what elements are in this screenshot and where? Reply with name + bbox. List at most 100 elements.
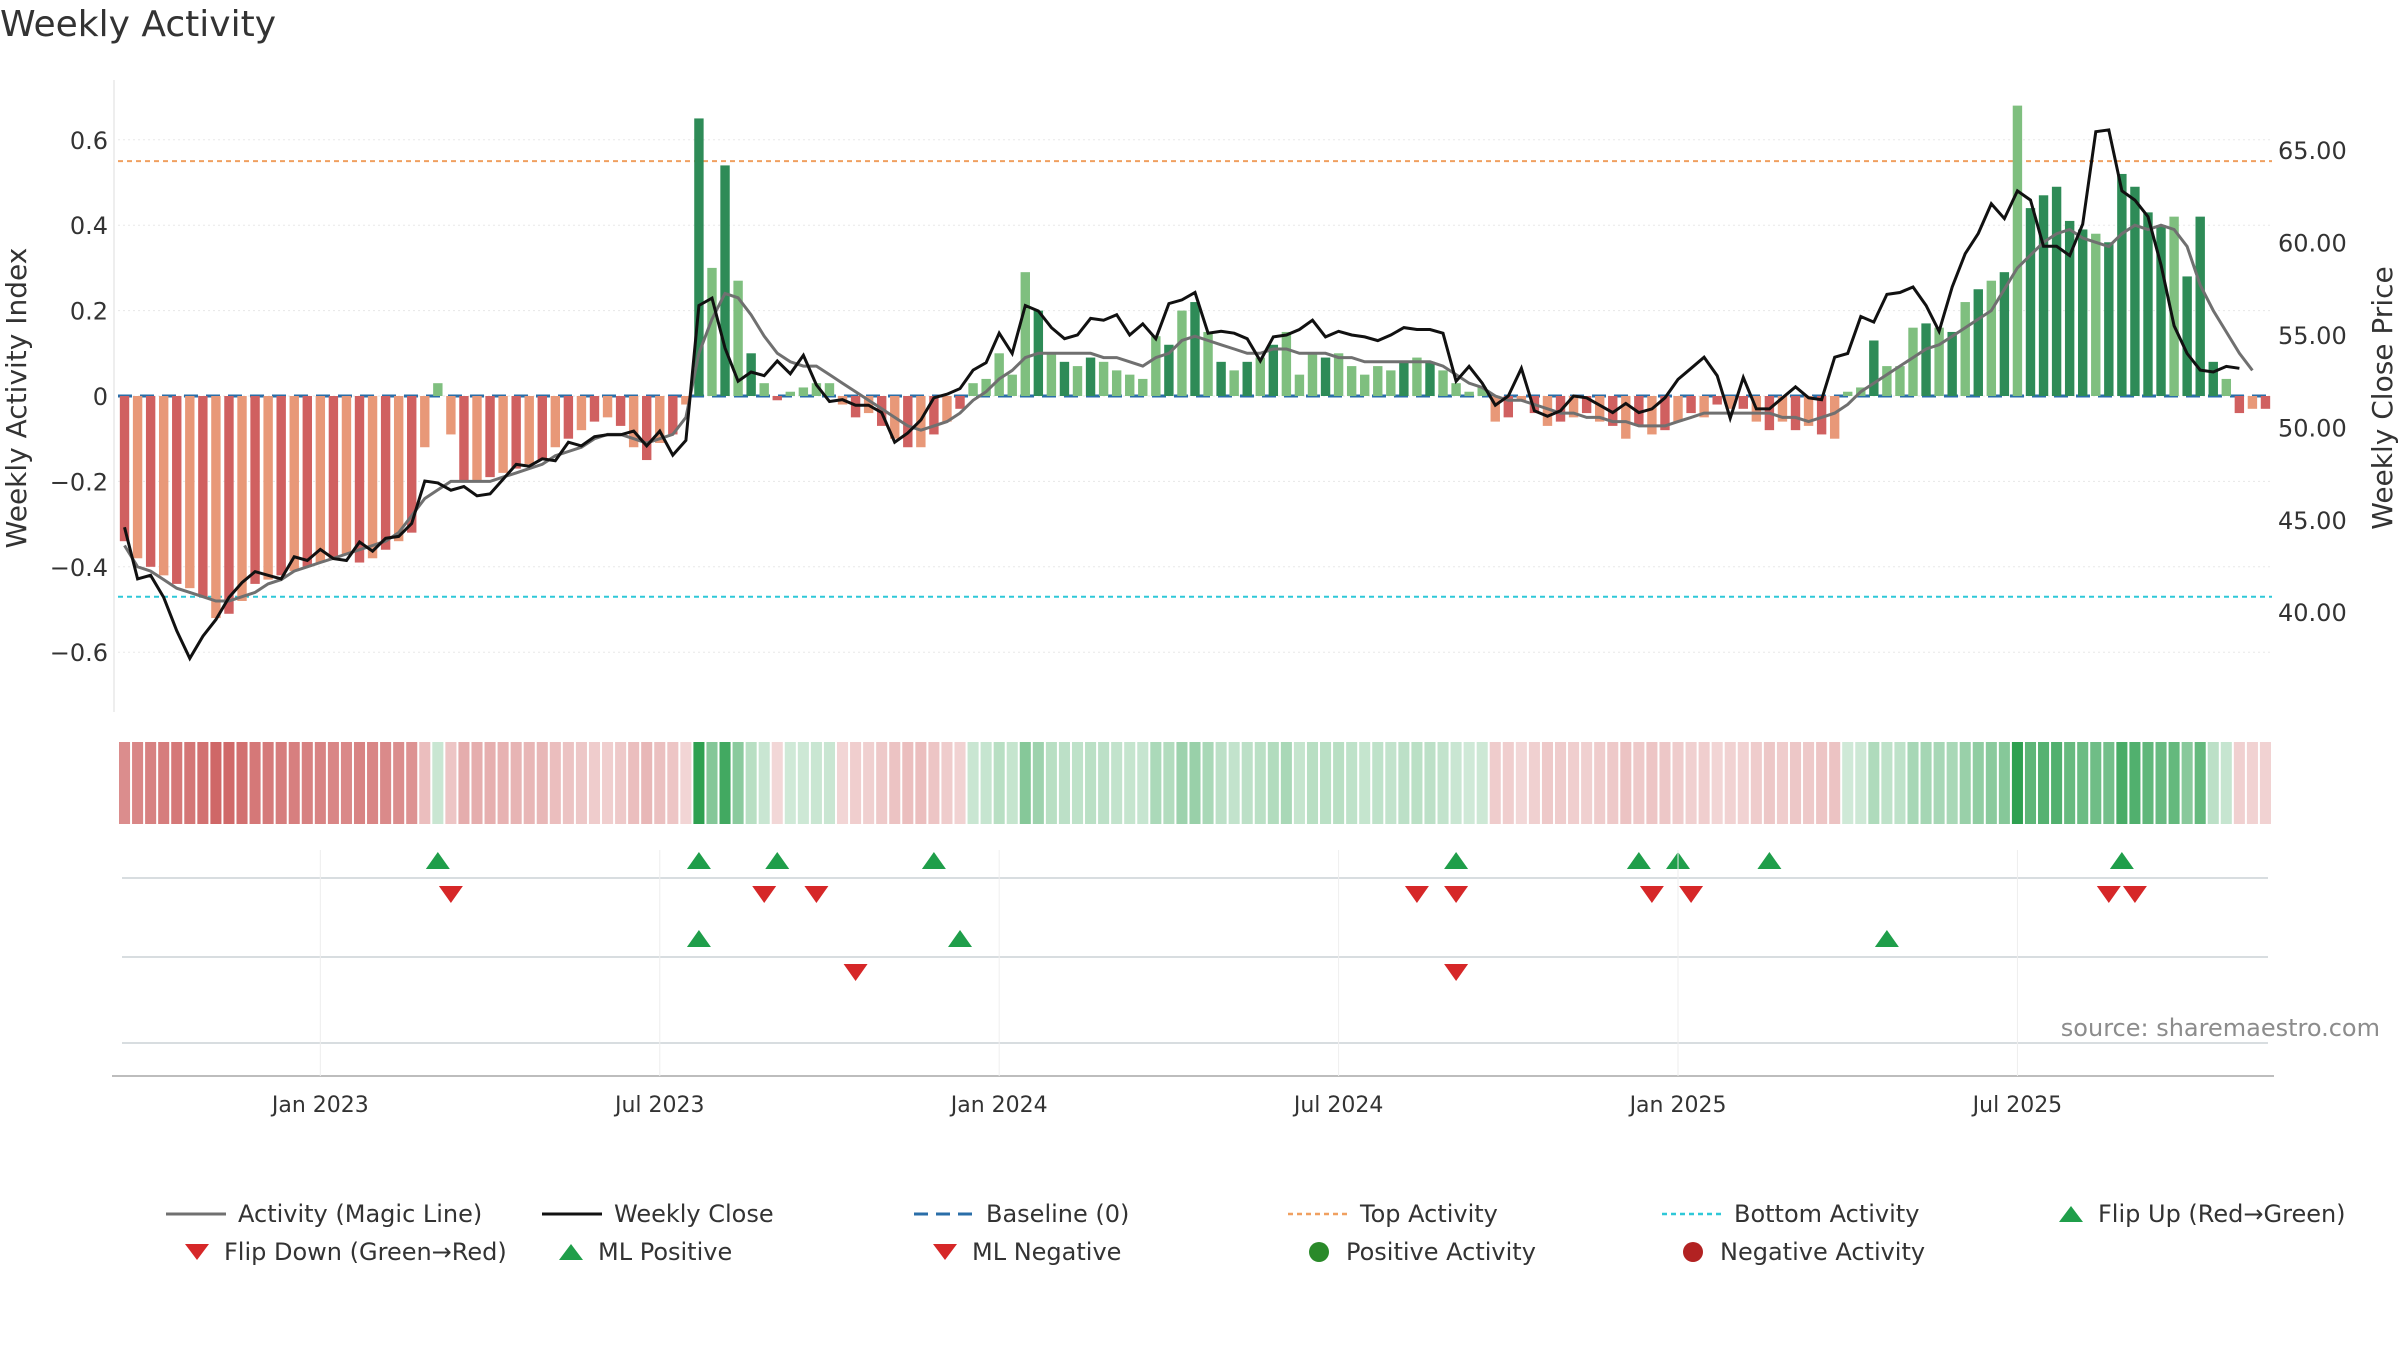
activity-bar [393, 396, 404, 542]
heat-strip-cell [980, 742, 992, 824]
heat-strip-cell [1045, 742, 1057, 824]
heat-strip-cell [549, 742, 561, 824]
heat-strip-cell [1998, 742, 2010, 824]
activity-bar [2182, 276, 2192, 396]
legend-label: Baseline (0) [986, 1200, 1130, 1228]
y-tick-label-left: 0.2 [70, 298, 108, 326]
heat-strip-cell [1672, 742, 1684, 824]
heat-strip-cell [1398, 742, 1410, 824]
heat-strip-cell [132, 742, 144, 824]
heat-strip-cell [1333, 742, 1345, 824]
heat-strip-cell [445, 742, 457, 824]
activity-bar [720, 165, 730, 396]
activity-bar [694, 118, 704, 396]
heat-strip-cell [1071, 742, 1084, 824]
heat-strip-cell [1006, 742, 1018, 824]
activity-bar [302, 396, 312, 567]
signal-down-marker [752, 886, 777, 903]
heat-strip-cell [810, 742, 822, 824]
heat-strip-cell [2207, 742, 2219, 824]
activity-bar [433, 383, 443, 396]
heat-strip-cell [1124, 742, 1136, 824]
heat-strip-cell [1228, 742, 1240, 824]
heat-strip-cell [262, 742, 274, 824]
activity-bar [237, 396, 247, 601]
heat-strip-cell [1058, 742, 1070, 824]
activity-bar [2064, 220, 2075, 396]
legend-label: Negative Activity [1720, 1238, 1926, 1266]
activity-bar [1307, 353, 1318, 396]
activity-bar [1816, 396, 1827, 435]
signal-down-marker [1444, 964, 1469, 981]
heat-strip-cell [1202, 742, 1214, 824]
activity-bar [132, 396, 143, 559]
y-tick-label-right: 40.00 [2278, 599, 2347, 627]
activity-bar [2104, 242, 2114, 396]
heat-strip-cell [602, 742, 614, 824]
activity-bar [1451, 383, 1461, 396]
heat-strip-cell [2077, 742, 2089, 824]
heat-strip-cell [1463, 742, 1475, 824]
heat-strip-cell [314, 742, 326, 824]
heat-strip-cell [1450, 742, 1462, 824]
heat-strip-cell [732, 742, 744, 824]
heat-strip-cell [327, 742, 339, 824]
activity-bar [2221, 378, 2232, 396]
activity-bar [2143, 212, 2153, 396]
heat-strip-cell [2246, 742, 2258, 824]
signal-up-marker [686, 930, 711, 947]
heat-strip-cell [2194, 742, 2206, 824]
activity-bar [1333, 353, 1344, 396]
legend-item-magic-line: Activity (Magic Line) [166, 1200, 482, 1228]
heat-strip-cell [2142, 742, 2154, 824]
activity-bar [1203, 331, 1213, 396]
signal-down-marker [804, 886, 829, 903]
signal-up-marker [1626, 852, 1651, 869]
legend-label: Weekly Close [614, 1200, 774, 1228]
heat-strip-cell [249, 742, 261, 824]
activity-bar [485, 396, 495, 478]
heat-strip-cell [1685, 742, 1697, 824]
heat-strip-cell [941, 742, 953, 824]
heat-strip-cell [1894, 742, 1906, 824]
ml-positive-icon [559, 1244, 583, 1260]
legend-item-ml-positive: ML Positive [556, 1238, 732, 1266]
heat-strip-cell [1515, 742, 1527, 824]
activity-bars [119, 105, 2271, 619]
x-tick-label: Jul 2024 [1292, 1093, 1384, 1118]
activity-bar [185, 396, 195, 589]
signal-rows [122, 852, 2268, 1044]
activity-bar [498, 396, 508, 473]
activity-bar [655, 396, 665, 443]
activity-bar [380, 396, 391, 550]
heat-strip-cell [1789, 742, 1802, 824]
heat-strip-cell [837, 742, 849, 824]
heat-strip-cell [1633, 742, 1645, 824]
legend-item-flip-down: Flip Down (Green→Red) [182, 1238, 507, 1266]
heat-strip-cell [1320, 742, 1332, 824]
heat-strip-cell [184, 742, 196, 824]
activity-bar [707, 267, 717, 396]
heat-strip-cell [1907, 742, 1919, 824]
activity-bar [119, 396, 130, 542]
axes: 0.6 0.4 0.2 0 −0.2 −0.4 −0.6 65.00 60.00 55.00 50.… [50, 80, 2347, 712]
signal-up-marker [425, 852, 450, 869]
source-note: source: sharemaestro.com [2060, 1014, 2380, 1042]
x-tick-label: Jan 2023 [270, 1093, 369, 1118]
signal-up-marker [921, 852, 946, 869]
heat-strip-cell [158, 742, 170, 824]
activity-bar [1386, 370, 1396, 396]
activity-bar [1294, 374, 1305, 396]
heat-strip-cell [1111, 742, 1123, 824]
activity-bar [2025, 208, 2036, 396]
activity-bar [628, 396, 639, 448]
heat-strip-cell [758, 742, 770, 824]
activity-bar [1660, 396, 1670, 431]
heat-strip-cell [1189, 742, 1201, 824]
heat-strip-cell [497, 742, 509, 824]
activity-bar [315, 396, 326, 563]
weekly-close-line [123, 128, 2240, 662]
activity-bar [1412, 357, 1422, 396]
legend-label: Activity (Magic Line) [238, 1200, 483, 1228]
heat-strip-cell [1581, 742, 1593, 824]
